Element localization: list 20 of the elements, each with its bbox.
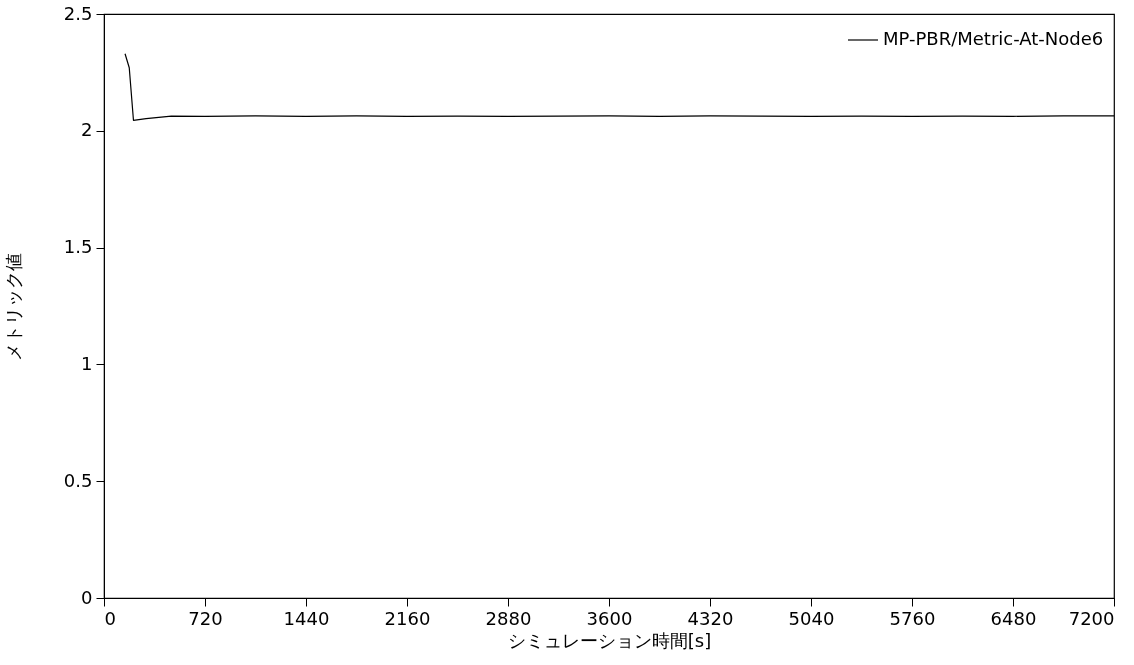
x-tick-label: 720	[188, 607, 223, 629]
x-tick-label: 0	[104, 607, 116, 629]
y-tick-label: 2	[81, 119, 93, 141]
y-tick-label: 0	[81, 586, 93, 608]
x-tick-label: 5760	[889, 607, 936, 629]
x-tick-label: 2160	[384, 607, 431, 629]
x-tick-label: 2880	[485, 607, 532, 629]
legend-label: MP-PBR/Metric-At-Node6	[883, 28, 1104, 49]
y-tick-label: 1	[81, 352, 93, 374]
y-tick-label: 2.5	[63, 2, 93, 24]
x-tick-label: 7200	[1068, 607, 1115, 629]
x-axis-title: シミュレーション時間[s]	[507, 629, 712, 651]
x-tick-label: 6480	[990, 607, 1037, 629]
y-tick-label: 0.5	[63, 469, 93, 491]
x-tick-label: 1440	[283, 607, 330, 629]
y-axis-title: メトリック値	[2, 252, 24, 361]
x-tick-label: 5040	[788, 607, 835, 629]
y-tick-label: 1.5	[63, 236, 93, 258]
x-tick-label: 4320	[687, 607, 734, 629]
x-tick-label: 3600	[586, 607, 633, 629]
